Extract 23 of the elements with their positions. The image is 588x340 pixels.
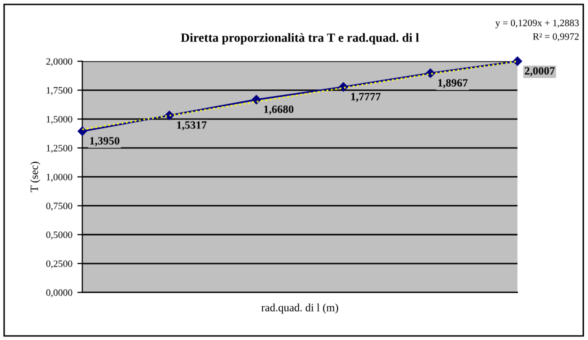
y-tick-label: 0,0000 bbox=[46, 289, 72, 298]
y-tick-label: 0,5000 bbox=[46, 232, 72, 240]
data-label: 2,0007 bbox=[524, 67, 555, 76]
y-tick-label: 1,2500 bbox=[46, 144, 72, 153]
y-tick-label: 0,2500 bbox=[46, 260, 72, 268]
point bbox=[252, 95, 261, 104]
x-axis-title: rad.quad. di l (m) bbox=[261, 304, 338, 314]
y-tick-label: 1,5000 bbox=[46, 116, 72, 124]
y-tick-label: 2,0000 bbox=[46, 58, 72, 66]
y-tick-label: 1,7500 bbox=[46, 87, 72, 96]
chart-title: Diretta proporzionalità tra T e rad.quad. di l bbox=[180, 33, 419, 44]
text: y = 0,1209x + 1,2883 bbox=[495, 20, 579, 28]
data-label: 1,3950 bbox=[90, 137, 120, 146]
data-label: 1,5317 bbox=[177, 121, 207, 130]
point bbox=[512, 56, 522, 66]
data-label: 1,8967 bbox=[438, 79, 468, 88]
y-tick-label: 1,0000 bbox=[46, 174, 72, 182]
text: R² = 0,9972 bbox=[532, 33, 579, 42]
data-label: 1,6680 bbox=[264, 106, 294, 115]
y-tick-label: 0,7500 bbox=[46, 202, 72, 211]
data-label: 1,7777 bbox=[351, 92, 381, 102]
y-axis-title: T (sec) bbox=[30, 162, 40, 192]
point bbox=[78, 126, 87, 136]
